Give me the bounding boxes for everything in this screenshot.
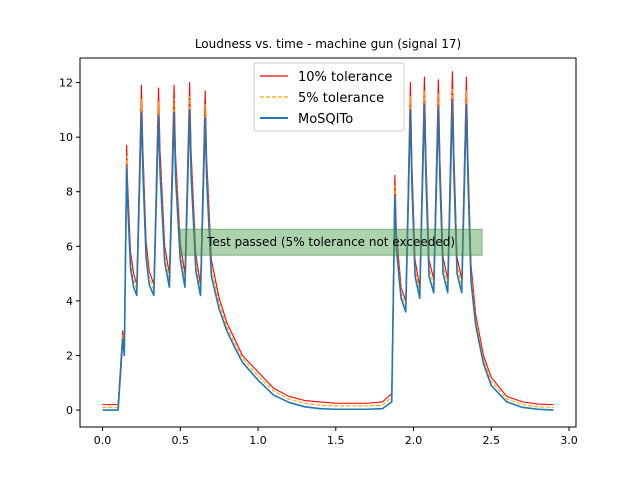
x-tick-label: 1.5 xyxy=(327,434,345,447)
x-tick-label: 2.5 xyxy=(483,434,501,447)
annotation-box xyxy=(179,228,483,256)
annotation-layer: Test passed (5% tolerance not exceeded) xyxy=(179,228,483,256)
y-tick-label: 6 xyxy=(66,240,73,253)
chart-title: Loudness vs. time - machine gun (signal … xyxy=(195,37,461,51)
legend: 10% tolerance 5% tolerance MoSQITo xyxy=(253,62,405,132)
series-layer xyxy=(102,71,554,411)
x-tick-label: 0.5 xyxy=(172,434,190,447)
legend-label-10-tolerance: 10% tolerance xyxy=(298,70,392,85)
legend-box xyxy=(253,62,405,132)
x-tick-label: 0.0 xyxy=(94,434,112,447)
x-axis: 0.0 0.5 1.0 1.5 2.0 2.5 3.0 xyxy=(94,427,578,447)
y-tick-label: 2 xyxy=(66,349,73,362)
series-line-mosqito xyxy=(102,100,554,411)
y-tick-label: 10 xyxy=(59,131,73,144)
plot-frame xyxy=(79,57,577,428)
annotation-text: Test passed (5% tolerance not exceeded) xyxy=(206,235,455,249)
legend-label-5-tolerance: 5% tolerance xyxy=(298,91,384,106)
x-tick-label: 2.0 xyxy=(405,434,423,447)
y-tick-label: 8 xyxy=(66,186,73,199)
y-tick-label: 0 xyxy=(66,404,73,417)
y-tick-label: 12 xyxy=(59,77,73,90)
legend-label-mosqito: MoSQITo xyxy=(298,112,353,127)
x-tick-label: 1.0 xyxy=(249,434,267,447)
y-axis: 0 2 4 6 8 10 12 xyxy=(59,77,80,417)
x-tick-label: 3.0 xyxy=(560,434,578,447)
y-tick-label: 4 xyxy=(66,295,73,308)
